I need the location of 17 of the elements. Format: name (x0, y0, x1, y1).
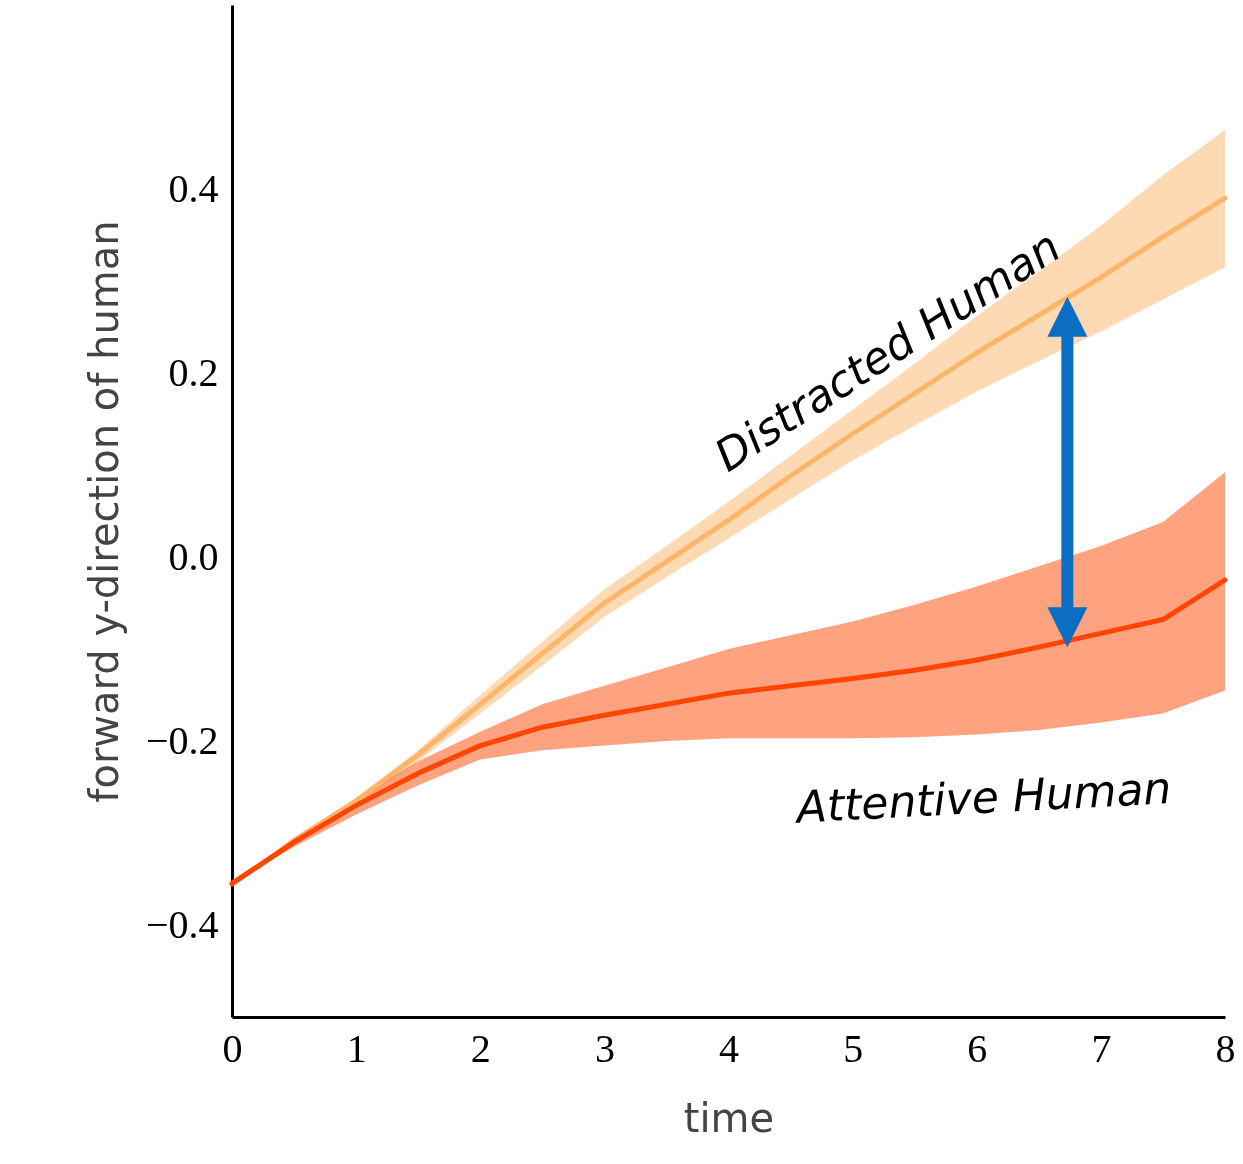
series-label: Attentive Human (792, 762, 1173, 833)
x-tick-label: 7 (1091, 1025, 1112, 1071)
y-tick-label: 0.4 (168, 165, 219, 211)
x-tick-label: 3 (594, 1025, 615, 1071)
y-axis-title: forward y-direction of human (80, 220, 127, 803)
x-tick-label: 2 (470, 1025, 491, 1071)
y-tick-label: 0.0 (168, 533, 219, 579)
x-axis-title: time (683, 1094, 775, 1141)
x-tick-label: 6 (967, 1025, 988, 1071)
x-tick-label: 0 (222, 1025, 243, 1071)
x-tick-label: 1 (346, 1025, 367, 1071)
x-tick-label: 5 (843, 1025, 864, 1071)
x-tick-label: 8 (1215, 1025, 1236, 1071)
y-tick-label: −0.4 (145, 901, 219, 947)
y-tick-label: 0.2 (168, 349, 219, 395)
x-tick-label: 4 (719, 1025, 739, 1071)
y-tick-label: −0.2 (145, 717, 219, 763)
